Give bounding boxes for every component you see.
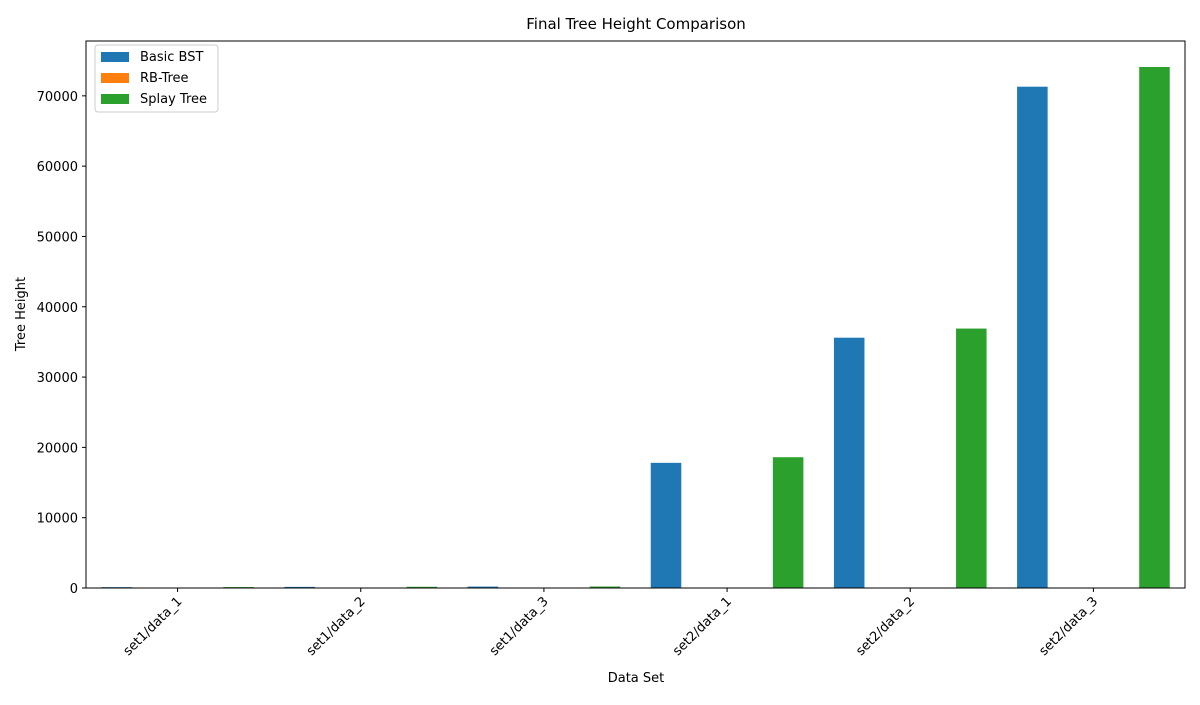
x-tick-label: set2/data_2: [853, 594, 918, 659]
bar-splay-tree-5: [956, 329, 987, 588]
x-tick-label: set2/data_1: [670, 594, 735, 659]
x-tick-label: set1/data_1: [121, 594, 186, 659]
y-tick-label: 50000: [37, 230, 78, 245]
legend-swatch-rb-tree: [101, 73, 129, 83]
y-axis-label: Tree Height: [14, 277, 29, 352]
y-tick-label: 70000: [37, 90, 78, 105]
y-tick-label: 0: [70, 582, 78, 597]
y-tick-label: 20000: [37, 441, 78, 456]
chart-title: Final Tree Height Comparison: [526, 15, 746, 33]
y-tick-label: 60000: [37, 160, 78, 175]
legend-swatch-basic-bst: [101, 52, 129, 62]
bar-basic-bst-6: [1017, 87, 1048, 588]
legend-label-rb-tree: RB-Tree: [140, 71, 189, 86]
x-tick-label: set1/data_3: [487, 594, 552, 659]
y-tick-label: 10000: [37, 512, 78, 527]
y-tick-label: 30000: [37, 371, 78, 386]
bar-basic-bst-5: [834, 338, 865, 588]
bar-splay-tree-6: [1139, 67, 1170, 588]
x-axis-label: Data Set: [608, 671, 665, 686]
y-tick-label: 40000: [37, 301, 78, 316]
x-tick-label: set1/data_2: [304, 594, 369, 659]
legend: Basic BST RB-Tree Splay Tree: [95, 45, 218, 112]
plot-area: 0 10000 20000 30000 40000 50000 60000 70000 set1…: [37, 41, 1185, 659]
legend-label-basic-bst: Basic BST: [140, 50, 203, 65]
bar-basic-bst-4: [651, 463, 682, 588]
legend-label-splay-tree: Splay Tree: [140, 92, 207, 107]
bar-splay-tree-4: [773, 457, 804, 588]
x-tick-label: set2/data_3: [1036, 594, 1101, 659]
legend-swatch-splay-tree: [101, 94, 129, 104]
